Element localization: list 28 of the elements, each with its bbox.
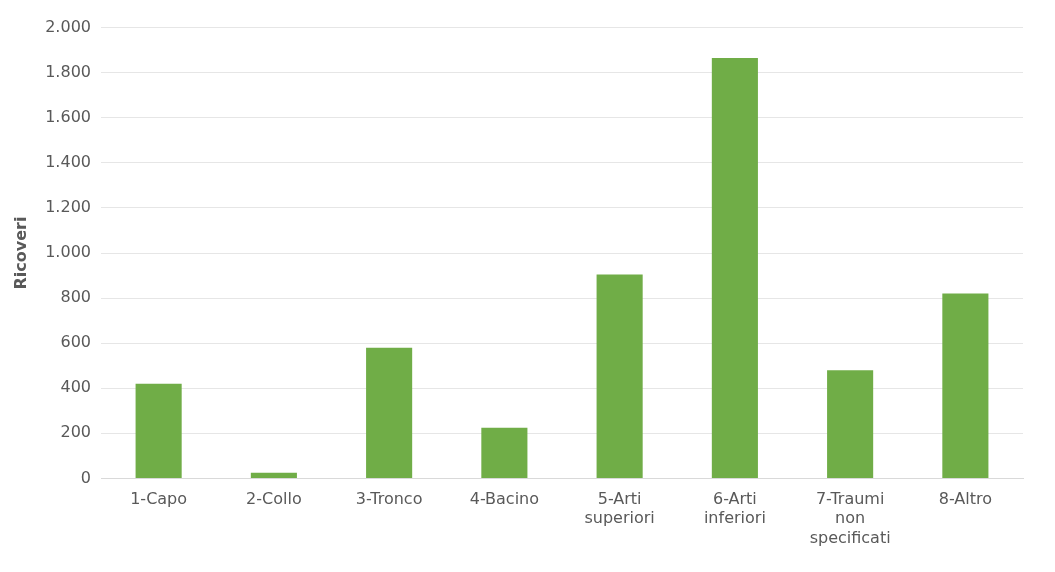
x-tick-label: 6-Arti inferiori — [703, 489, 766, 528]
x-tick-label: 5-Arti superiori — [584, 489, 655, 528]
y-tick-label: 400 — [60, 377, 91, 397]
x-tick-label: 2-Collo — [246, 489, 302, 509]
bar — [711, 58, 758, 478]
y-tick-label: 0 — [80, 467, 91, 487]
bar — [481, 427, 528, 478]
y-tick-label: 1.600 — [45, 106, 91, 126]
x-tick-label: 7-Traumi non specificati — [809, 489, 891, 547]
bar — [942, 293, 989, 478]
x-tick-label: 3-Tronco — [355, 489, 423, 509]
y-tick-label: 1.000 — [45, 242, 91, 262]
x-tick-label: 1-Capo — [130, 489, 188, 509]
bar — [135, 383, 182, 478]
y-tick-label: 1.400 — [45, 152, 91, 171]
y-tick-label: 600 — [60, 332, 91, 352]
x-tick-label: 8-Altro — [938, 489, 993, 509]
y-tick-label: 800 — [60, 287, 91, 307]
bar — [366, 347, 413, 478]
y-tick-label: 200 — [60, 422, 91, 442]
y-tick-label: 1.800 — [45, 61, 91, 81]
x-tick-label: 4-Bacino — [469, 489, 540, 509]
bar — [596, 274, 643, 478]
bar — [827, 370, 874, 478]
y-axis-title: Ricoveri — [10, 216, 30, 290]
bar — [250, 472, 297, 478]
y-tick-label: 1.200 — [45, 197, 91, 217]
y-tick-label: 2.000 — [45, 16, 91, 36]
